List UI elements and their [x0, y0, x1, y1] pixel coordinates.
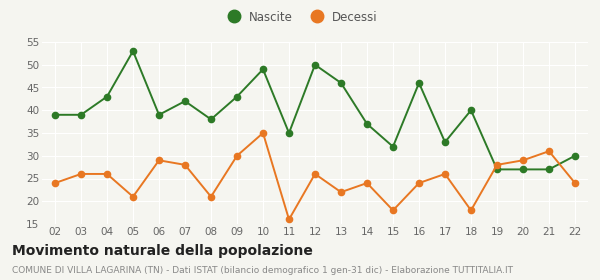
- Decessi: [233, 154, 241, 157]
- Nascite: [52, 113, 59, 116]
- Decessi: [442, 172, 449, 176]
- Nascite: [571, 154, 578, 157]
- Line: Nascite: Nascite: [52, 48, 578, 172]
- Decessi: [520, 158, 527, 162]
- Nascite: [520, 168, 527, 171]
- Nascite: [364, 122, 371, 125]
- Nascite: [493, 168, 500, 171]
- Decessi: [77, 172, 85, 176]
- Nascite: [155, 113, 163, 116]
- Decessi: [208, 195, 215, 198]
- Decessi: [103, 172, 110, 176]
- Decessi: [259, 131, 266, 135]
- Line: Decessi: Decessi: [52, 130, 578, 223]
- Decessi: [181, 163, 188, 167]
- Text: COMUNE DI VILLA LAGARINA (TN) - Dati ISTAT (bilancio demografico 1 gen-31 dic) -: COMUNE DI VILLA LAGARINA (TN) - Dati IST…: [12, 266, 513, 275]
- Nascite: [259, 67, 266, 71]
- Decessi: [467, 209, 475, 212]
- Nascite: [442, 140, 449, 144]
- Nascite: [208, 118, 215, 121]
- Nascite: [389, 145, 397, 148]
- Decessi: [364, 181, 371, 185]
- Nascite: [181, 99, 188, 103]
- Nascite: [337, 81, 344, 85]
- Decessi: [155, 158, 163, 162]
- Nascite: [103, 95, 110, 98]
- Legend: Nascite, Decessi: Nascite, Decessi: [217, 6, 383, 28]
- Decessi: [545, 150, 553, 153]
- Decessi: [571, 181, 578, 185]
- Decessi: [493, 163, 500, 167]
- Nascite: [233, 95, 241, 98]
- Nascite: [311, 63, 319, 66]
- Decessi: [130, 195, 137, 198]
- Decessi: [415, 181, 422, 185]
- Decessi: [52, 181, 59, 185]
- Decessi: [311, 172, 319, 176]
- Nascite: [545, 168, 553, 171]
- Nascite: [467, 109, 475, 112]
- Decessi: [389, 209, 397, 212]
- Nascite: [77, 113, 85, 116]
- Nascite: [130, 49, 137, 53]
- Decessi: [286, 218, 293, 221]
- Nascite: [286, 131, 293, 135]
- Nascite: [415, 81, 422, 85]
- Decessi: [337, 190, 344, 194]
- Text: Movimento naturale della popolazione: Movimento naturale della popolazione: [12, 244, 313, 258]
